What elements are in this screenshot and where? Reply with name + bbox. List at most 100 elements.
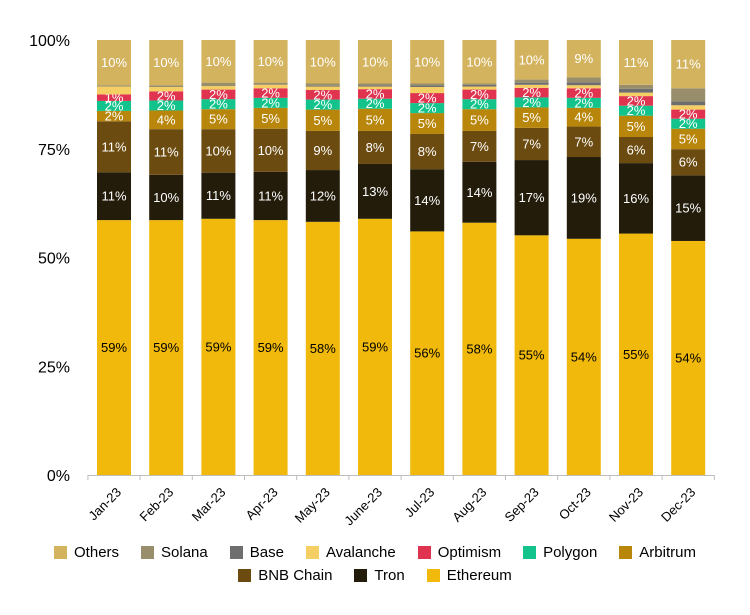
legend-item: BNB Chain bbox=[238, 567, 332, 584]
bar-segment bbox=[514, 127, 549, 161]
bar-segment bbox=[566, 82, 601, 86]
legend-swatch bbox=[229, 546, 243, 559]
legend-label: Polygon bbox=[543, 544, 598, 561]
data-label: 2% bbox=[522, 85, 541, 100]
bar-segment bbox=[514, 235, 549, 475]
data-label: 11% bbox=[206, 188, 231, 203]
bar-segment bbox=[97, 110, 131, 122]
data-label: 2% bbox=[105, 98, 124, 113]
bar-segment bbox=[410, 103, 445, 114]
bar-segment bbox=[201, 218, 236, 475]
bar-segment bbox=[671, 149, 706, 176]
data-label: 14% bbox=[414, 193, 440, 208]
data-label: 2% bbox=[366, 96, 385, 111]
data-label: 11% bbox=[623, 55, 648, 70]
bar-segment bbox=[97, 172, 131, 221]
legend-label: Others bbox=[74, 544, 120, 561]
bar-segment bbox=[462, 83, 497, 85]
bar-segment bbox=[514, 97, 549, 108]
legend-item: Optimism bbox=[417, 544, 502, 561]
data-label: 10% bbox=[153, 190, 179, 205]
bar-segment bbox=[514, 84, 549, 88]
bar-segment bbox=[149, 220, 184, 475]
bar-segment bbox=[410, 40, 445, 84]
bar-segment bbox=[566, 238, 601, 475]
bar-segment bbox=[462, 161, 497, 223]
data-label: 10% bbox=[101, 55, 127, 70]
data-label: 10% bbox=[258, 143, 284, 158]
legend-label: Optimism bbox=[437, 544, 502, 561]
bar-segment bbox=[97, 94, 131, 101]
bar-segment bbox=[305, 130, 340, 171]
bar-segment bbox=[253, 128, 288, 172]
data-label: 11% bbox=[258, 188, 283, 203]
bar-segment bbox=[358, 89, 392, 99]
data-label: 11% bbox=[101, 189, 126, 204]
data-label: 59% bbox=[153, 340, 179, 355]
bar-segment bbox=[514, 107, 549, 128]
data-label: 2% bbox=[679, 116, 698, 131]
bar-segment bbox=[358, 218, 392, 475]
legend-swatch bbox=[619, 546, 633, 559]
x-tick-label: Nov-23 bbox=[606, 485, 646, 525]
bar-segment bbox=[149, 129, 184, 175]
data-label: 10% bbox=[205, 143, 231, 158]
data-label: 6% bbox=[679, 155, 698, 170]
data-label: 5% bbox=[261, 111, 280, 126]
bar-segment bbox=[149, 174, 184, 221]
data-label: 59% bbox=[101, 340, 127, 355]
bar-segment bbox=[514, 87, 549, 98]
legend-item: Solana bbox=[141, 544, 208, 561]
bar-segment bbox=[201, 82, 236, 87]
bar-segment bbox=[410, 133, 445, 170]
bar-segment bbox=[462, 86, 497, 90]
data-label: 10% bbox=[466, 54, 492, 69]
x-tick-label: Jan-23 bbox=[85, 485, 124, 524]
y-axis: 0% 25% 50% 75% 100% bbox=[29, 33, 70, 485]
data-label: 5% bbox=[209, 112, 228, 127]
bar-segment bbox=[671, 105, 706, 110]
x-tick-label: Oct-23 bbox=[556, 485, 594, 523]
data-label: 9% bbox=[313, 143, 332, 158]
bar-segment bbox=[201, 40, 236, 83]
bar-segment bbox=[201, 172, 236, 219]
y-tick-label: 50% bbox=[38, 251, 70, 268]
legend-item: Avalanche bbox=[305, 544, 396, 561]
bar-segment bbox=[149, 110, 184, 130]
data-label: 10% bbox=[258, 54, 284, 69]
data-label: 59% bbox=[362, 339, 388, 354]
bar-segment bbox=[305, 221, 340, 475]
data-label: 8% bbox=[366, 140, 385, 155]
x-tick-label: Jul-23 bbox=[402, 485, 438, 521]
data-label: 7% bbox=[574, 134, 593, 149]
bar-segment bbox=[566, 97, 601, 108]
data-label: 2% bbox=[470, 87, 489, 102]
data-label: 55% bbox=[519, 348, 545, 363]
x-axis: Jan-23 Feb-23 Mar-23 Apr-23 May-23 June-23 Jul… bbox=[85, 475, 715, 529]
bar-segment bbox=[410, 83, 445, 86]
data-label: 10% bbox=[519, 52, 545, 67]
bar-segment bbox=[619, 137, 653, 164]
legend-swatch bbox=[426, 569, 440, 582]
data-label: 59% bbox=[258, 340, 284, 355]
legend-swatch bbox=[54, 546, 68, 559]
bar-segment bbox=[201, 89, 236, 100]
bar-segment bbox=[462, 99, 497, 110]
bar-segment bbox=[619, 233, 653, 475]
bar-segment bbox=[619, 163, 653, 234]
bar-segment bbox=[566, 157, 601, 239]
data-label: 11% bbox=[154, 145, 179, 160]
x-tick-label: June-23 bbox=[341, 485, 385, 529]
data-label: 8% bbox=[418, 144, 437, 159]
bar-segment bbox=[462, 222, 497, 475]
bar-segment bbox=[253, 82, 288, 85]
data-label: 5% bbox=[418, 116, 437, 131]
bar-segment bbox=[305, 85, 340, 87]
bar-segment bbox=[671, 109, 706, 119]
bar-segment bbox=[619, 105, 653, 116]
data-label: 2% bbox=[679, 107, 698, 122]
bar-segment bbox=[305, 109, 340, 131]
legend-row-1: Others Solana Base Avalanche Optimism Polygon… bbox=[0, 544, 750, 561]
bar-segment bbox=[149, 85, 184, 87]
bar-segment bbox=[201, 109, 236, 130]
